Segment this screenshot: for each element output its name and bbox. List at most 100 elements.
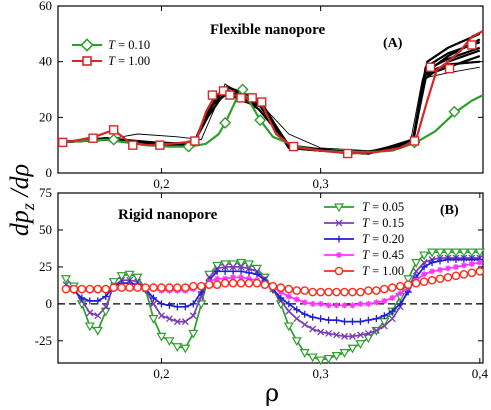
panel-b-series-t100-marker [109, 283, 119, 292]
panel-b-series-t045-marker [429, 268, 436, 275]
panel-b-series-t005-marker [180, 344, 191, 354]
panel-b-series-t020-marker [348, 318, 356, 326]
panel-a-legend: T = 0.10 T = 1.00 [72, 38, 150, 68]
panel-a-series-t100-marker [444, 63, 455, 74]
panel-b-series-t005-marker [450, 248, 461, 258]
panel-b-series-t045-marker [230, 274, 237, 281]
panel-b-series-t100-marker [220, 278, 230, 288]
panel-b-series-t100-marker [403, 280, 413, 289]
panel-b-series-t100-marker [101, 284, 111, 294]
panel-b-series-t020-marker [372, 315, 380, 323]
panel-b-series-t100-marker [212, 280, 222, 289]
panel-b-series-t045-marker [452, 263, 459, 270]
panel-b-series-t100-marker [196, 281, 206, 291]
panel-b-series-t100-marker [332, 287, 341, 297]
panel-b-series-t045-marker [468, 260, 475, 267]
panel-b-series-t020-marker [396, 300, 404, 308]
panel-b-series-t100-marker [133, 283, 142, 292]
panel-b-series-t100-marker [419, 277, 429, 286]
panel-b-series-t015-marker [173, 318, 181, 326]
panel-b-series-t005-marker [172, 343, 183, 352]
panel-b-series-t100-marker [292, 286, 302, 295]
panel-b-series-t005-marker [60, 275, 71, 284]
panel-b-series-t100-marker [125, 283, 134, 292]
panel-b-series-t005-marker [164, 337, 175, 347]
legend-marker-t100 [82, 56, 92, 66]
panel-b-series-t045-marker [246, 275, 253, 282]
panel-b-series-t045-marker [293, 296, 300, 303]
panel-b-series-t015-marker [349, 332, 356, 340]
panel-b-series-t015-marker [285, 307, 293, 315]
panel-a-series-t100-marker [128, 140, 138, 150]
panel-b-series-t005-marker [458, 248, 469, 258]
panel-a-series-t100-marker [155, 140, 165, 150]
panel-b-series-t005-marker [315, 356, 326, 366]
panel-b-series-t045-marker [309, 300, 316, 307]
panel-b-series-t100-marker [173, 283, 182, 292]
panel-b-series-t015-marker [356, 331, 364, 339]
panel-b-series-t100-marker [260, 280, 270, 289]
panel-b-series-t005-marker [291, 337, 302, 347]
legend-t100-marker [334, 266, 344, 276]
panel-b-series-t005-marker [148, 315, 159, 324]
panel-b-series-t100-marker [117, 283, 126, 292]
panel-a-label: (A) [383, 36, 403, 51]
panel-b-series-t005-marker [243, 260, 255, 270]
panel-b-series-t100-marker [276, 283, 286, 292]
panel-b-series-t020-marker [460, 256, 468, 264]
panel-b-series-t015-marker [245, 264, 253, 272]
panel-b-series-t020-marker [301, 310, 309, 318]
panel-b-series-t020-marker [221, 267, 229, 275]
panel-b-series-t020-marker [213, 267, 221, 275]
panel-b-series-t005-marker [474, 248, 485, 258]
panel-b-ytick-label: 75 [39, 185, 52, 200]
panel-a-title: Flexible nanopore [210, 22, 325, 38]
y-axis-label: dpz /dρ [5, 164, 38, 236]
legend-t005-marker [333, 203, 345, 213]
panel-a-series-t010-marker [254, 114, 267, 127]
panel-b-series-t005-marker [132, 273, 143, 283]
panel-a-series-t010-marker [107, 133, 120, 146]
panel-b-series-t015-marker [317, 328, 325, 336]
panel-b-series-t005-marker [442, 248, 454, 258]
panel-b-series-t100-marker [252, 278, 262, 288]
panel-a-series-t100-marker [257, 97, 267, 107]
panel-b-series-t005-marker [84, 322, 95, 332]
panel-b-series-t015-marker [150, 300, 157, 308]
panel-b-series-t045-marker [373, 299, 380, 306]
panel-b-series-t045-marker [317, 300, 324, 307]
panel-b-series-t020-marker [428, 258, 436, 266]
panel-b-series-t005-marker [363, 334, 374, 344]
panel-b-series-t020-marker [86, 297, 94, 305]
panel-a-series-t010-marker [219, 116, 232, 129]
panel-b: 0,2 0,3 0,4 -25 0 25 50 75 Rigid nanopore (B) T… [35, 185, 489, 381]
legend-t015-label: T = 0.15 [362, 216, 404, 230]
panel-b-series-t015-marker [301, 321, 309, 329]
panel-b-series-t020-marker [245, 269, 253, 277]
panel-a-series-t100-line [57, 30, 484, 155]
panel-b-series-t005-marker [283, 322, 294, 332]
panel-b-series-t100-marker [188, 281, 198, 291]
panel-b-xtick-label: 0,2 [153, 366, 169, 381]
panel-a-series-t100-marker [88, 133, 98, 143]
panel-a-xtick-label: 0,2 [153, 176, 169, 191]
panel-b-series-t045-marker [444, 265, 451, 272]
panel-b-series-t015-marker [94, 312, 102, 320]
panel-b-series-t100-marker [316, 287, 325, 297]
panel-b-series-t100-marker [61, 284, 71, 294]
panel-b-series-t100-marker [93, 284, 103, 294]
panel-a-ytick-label: 40 [39, 54, 52, 69]
panel-a-series-t100-marker [236, 93, 246, 103]
panel-b-series-t005-marker [108, 278, 119, 287]
panel-b-series-t005-marker [347, 344, 358, 354]
panel-b-series-t005-marker [236, 258, 247, 268]
panel-b-series-t045-marker [397, 290, 404, 297]
panel-b-series-t100-marker [268, 281, 278, 291]
panel-b-ytick-label: 25 [39, 259, 52, 274]
panel-b-series-t100-marker [395, 281, 405, 291]
panel-b-series-t045-marker [476, 259, 483, 266]
panel-b-series-t045-marker [365, 300, 372, 307]
panel-b-series-t100-marker [85, 284, 95, 294]
panel-b-series-t015-marker [102, 303, 110, 311]
